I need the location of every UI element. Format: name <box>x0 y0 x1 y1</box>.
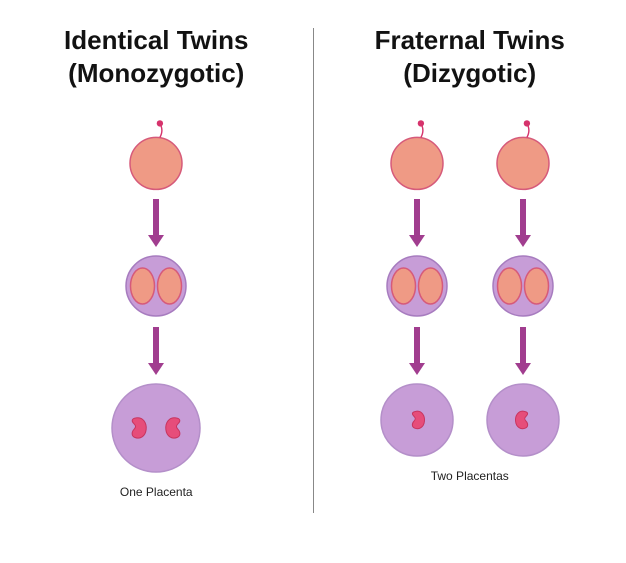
title-fraternal-line2: (Dizygotic) <box>403 58 536 88</box>
caption-identical: One Placenta <box>120 485 193 499</box>
title-identical-line2: (Monozygotic) <box>68 58 244 88</box>
title-fraternal: Fraternal Twins (Dizygotic) <box>375 24 565 89</box>
stage-identical: One Placenta <box>109 115 203 499</box>
panel-identical: Identical Twins (Monozygotic) One Placen… <box>0 0 313 563</box>
panel-fraternal: Fraternal Twins (Dizygotic) T <box>314 0 626 563</box>
title-fraternal-line1: Fraternal Twins <box>375 25 565 55</box>
title-identical-line1: Identical Twins <box>64 25 248 55</box>
title-identical: Identical Twins (Monozygotic) <box>64 24 248 89</box>
stage-fraternal <box>378 115 562 459</box>
panels-container: Identical Twins (Monozygotic) One Placen… <box>0 0 626 563</box>
fraternal-column-1 <box>378 115 456 459</box>
fraternal-column-2 <box>484 115 562 459</box>
caption-fraternal: Two Placentas <box>431 469 509 483</box>
